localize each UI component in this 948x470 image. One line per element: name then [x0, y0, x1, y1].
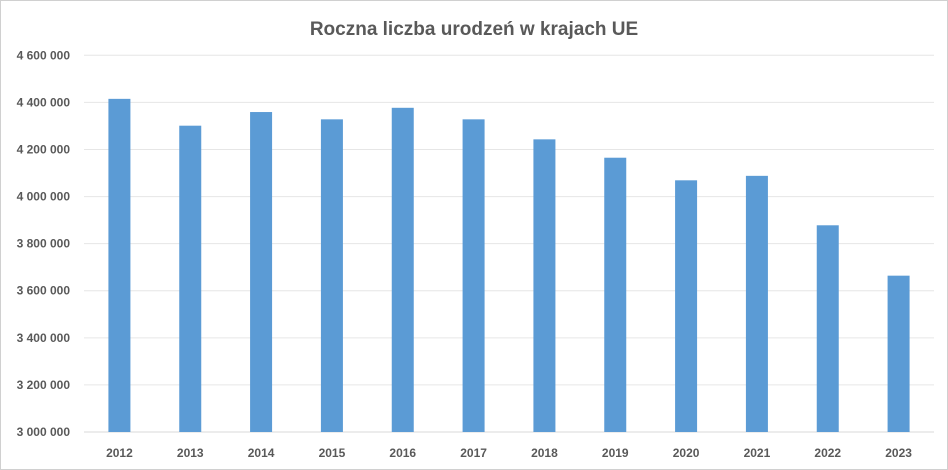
y-tick-label: 3 400 000 — [17, 331, 71, 345]
x-axis-ticks: 2012 2013 2014 2015 2016 2017 2018 2019 2020 2021… — [106, 446, 912, 460]
x-tick-label: 2022 — [814, 446, 841, 460]
gridlines — [84, 54, 934, 433]
y-tick-label: 3 000 000 — [17, 425, 71, 439]
x-tick-label: 2014 — [248, 446, 275, 460]
y-tick-label: 4 400 000 — [17, 95, 71, 109]
bar-2021 — [745, 175, 768, 432]
y-tick-label: 3 200 000 — [17, 378, 71, 392]
y-tick-label: 4 000 000 — [17, 190, 71, 204]
x-tick-label: 2012 — [106, 446, 133, 460]
bar-2014 — [250, 112, 273, 432]
x-tick-label: 2020 — [673, 446, 700, 460]
y-tick-label: 3 600 000 — [17, 284, 71, 298]
x-tick-label: 2015 — [319, 446, 346, 460]
x-tick-label: 2019 — [602, 446, 629, 460]
y-tick-label: 4 600 000 — [17, 48, 71, 62]
bar-2022 — [816, 225, 839, 432]
bar-2017 — [462, 119, 485, 433]
bar-2019 — [604, 157, 627, 432]
x-tick-label: 2023 — [885, 446, 912, 460]
y-axis-ticks: 3 000 000 3 200 000 3 400 000 3 600 000 3 80… — [17, 48, 71, 439]
bar-2013 — [179, 125, 202, 433]
bar-2023 — [887, 275, 910, 432]
bars — [108, 98, 910, 433]
bar-2015 — [320, 119, 343, 433]
x-tick-label: 2021 — [744, 446, 771, 460]
y-tick-label: 3 800 000 — [17, 237, 71, 251]
x-tick-label: 2016 — [389, 446, 416, 460]
x-tick-label: 2018 — [531, 446, 558, 460]
y-tick-label: 4 200 000 — [17, 142, 71, 156]
bar-2012 — [108, 98, 131, 433]
bar-2018 — [533, 139, 556, 432]
x-tick-label: 2017 — [460, 446, 487, 460]
bar-2016 — [391, 107, 414, 433]
bar-2020 — [675, 180, 698, 432]
chart-title: Roczna liczba urodzeń w krajach UE — [310, 19, 638, 40]
x-tick-label: 2013 — [177, 446, 204, 460]
